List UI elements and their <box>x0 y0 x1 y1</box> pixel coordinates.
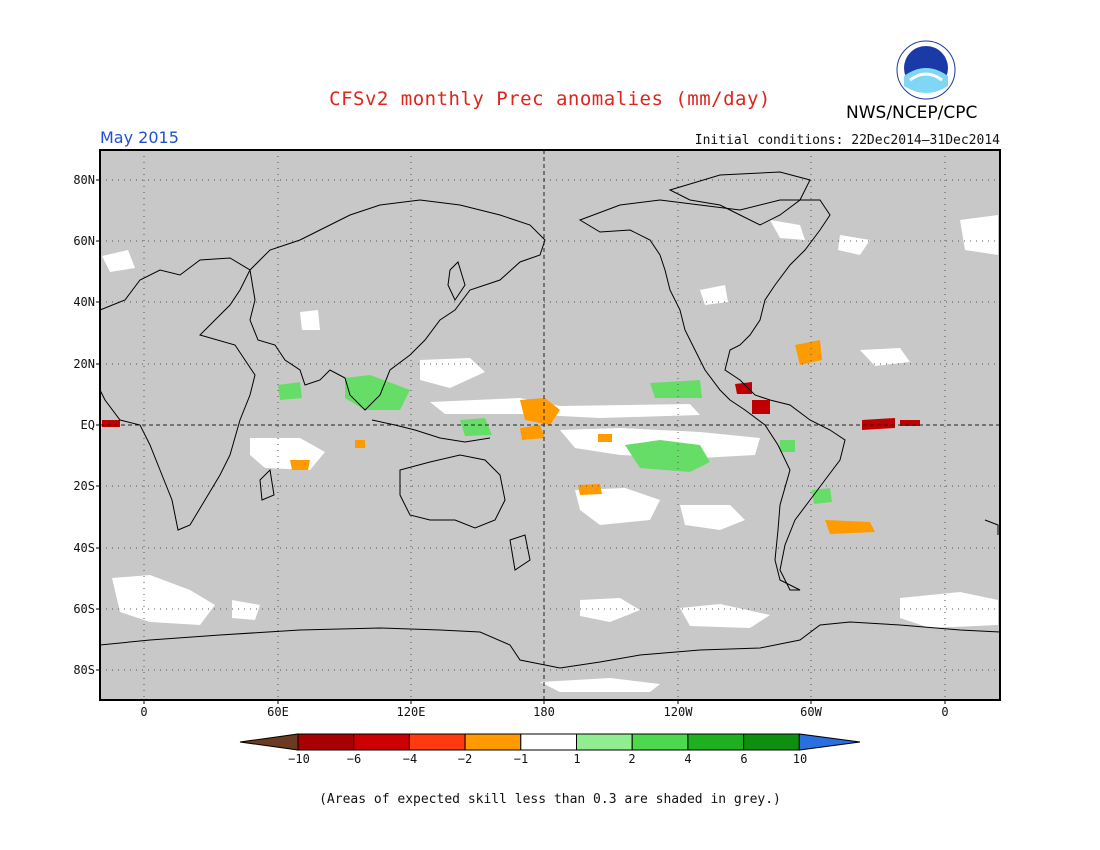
colorbar-arrow-low <box>239 733 299 751</box>
colorbar-arrow-high <box>798 733 861 751</box>
lat-label-20n: 20N <box>73 357 95 371</box>
noaa-logo-icon <box>896 40 956 100</box>
colorbar-segment <box>743 733 800 751</box>
lat-label-80n: 80N <box>73 173 95 187</box>
colorbar-segment <box>576 733 633 751</box>
colorbar-label: 2 <box>628 752 636 766</box>
lat-label-20s: 20S <box>73 479 95 493</box>
lat-label-60s: 60S <box>73 602 95 616</box>
coastlines <box>99 171 1001 669</box>
colorbar-label: −10 <box>288 752 310 766</box>
forecast-month: May 2015 <box>100 128 179 147</box>
lat-label-80s: 80S <box>73 663 95 677</box>
colorbar-segment <box>353 733 410 751</box>
lat-label-40s: 40S <box>73 541 95 555</box>
lon-label-0: 0 <box>140 705 148 719</box>
colorbar-segment <box>464 733 522 751</box>
colorbar-segment <box>631 733 689 751</box>
orange-anomaly-regions <box>290 340 875 534</box>
lon-label-120e: 120E <box>396 705 426 719</box>
colorbar-segment <box>687 733 745 751</box>
colorbar-label: 4 <box>684 752 692 766</box>
lon-label-60w: 60W <box>800 705 822 719</box>
initial-conditions: Initial conditions: 22Dec2014–31Dec2014 <box>694 133 1000 148</box>
colorbar-segment <box>408 733 466 751</box>
colorbar-label: −6 <box>346 752 362 766</box>
lon-label-180: 180 <box>533 705 555 719</box>
colorbar-label: 1 <box>573 752 581 766</box>
graticule <box>100 150 1000 700</box>
map-title: CFSv2 monthly Prec anomalies (mm/day) <box>329 88 771 110</box>
lat-label-eq: EQ <box>80 418 95 432</box>
colorbar-segment <box>297 733 355 751</box>
skill-footnote: (Areas of expected skill less than 0.3 a… <box>319 792 781 807</box>
lon-label-120w: 120W <box>663 705 693 719</box>
lat-label-40n: 40N <box>73 295 95 309</box>
green-anomaly-regions <box>278 375 832 504</box>
lon-label-60e: 60E <box>267 705 289 719</box>
colorbar-segment <box>520 733 577 751</box>
lon-label-0-east: 0 <box>941 705 949 719</box>
agency-label: NWS/NCEP/CPC <box>846 103 978 123</box>
white-anomaly-regions <box>102 215 998 692</box>
colorbar-label: −2 <box>457 752 473 766</box>
colorbar-label: −4 <box>402 752 418 766</box>
colorbar-label: 6 <box>740 752 748 766</box>
colorbar-label: −1 <box>513 752 529 766</box>
colorbar <box>239 733 861 751</box>
lat-label-60n: 60N <box>73 234 95 248</box>
colorbar-label: 10 <box>792 752 808 766</box>
tick-marks <box>96 179 946 704</box>
